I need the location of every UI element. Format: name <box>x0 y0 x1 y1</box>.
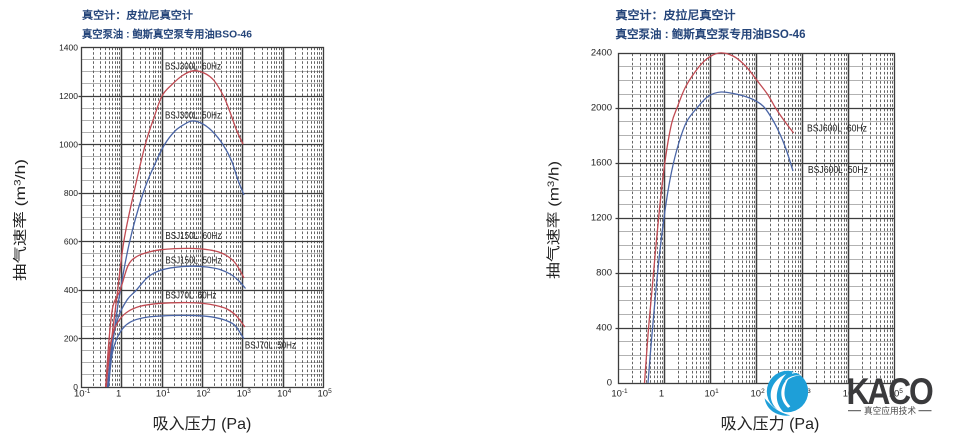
svg-text:1: 1 <box>116 389 121 400</box>
svg-text:102: 102 <box>750 388 765 400</box>
svg-text:103: 103 <box>237 388 252 400</box>
svg-text:400: 400 <box>64 285 78 295</box>
svg-text:吸入压力 (Pa): 吸入压力 (Pa) <box>721 415 820 433</box>
svg-text:1400: 1400 <box>59 43 78 53</box>
svg-text:BSJ150L 50Hz: BSJ150L 50Hz <box>165 256 221 267</box>
svg-text:104: 104 <box>843 388 858 400</box>
svg-text:101: 101 <box>704 388 719 400</box>
svg-text:102: 102 <box>196 388 211 400</box>
svg-text:真空泵油 : 鲍斯真空泵专用油BSO-46: 真空泵油 : 鲍斯真空泵专用油BSO-46 <box>82 27 252 40</box>
svg-text:吸入压力 (Pa): 吸入压力 (Pa) <box>153 415 252 433</box>
svg-text:KACO: KACO <box>847 372 933 413</box>
svg-text:BSJ150L 60Hz: BSJ150L 60Hz <box>165 231 221 242</box>
svg-text:真空计：皮拉尼真空计: 真空计：皮拉尼真空计 <box>82 8 194 21</box>
svg-text:800: 800 <box>64 188 78 198</box>
svg-text:真空泵油 : 鲍斯真空泵专用油BSO-46: 真空泵油 : 鲍斯真空泵专用油BSO-46 <box>616 27 806 41</box>
svg-text:1200: 1200 <box>59 91 78 101</box>
svg-text:BSJ300L 60Hz: BSJ300L 60Hz <box>165 62 221 73</box>
svg-text:1: 1 <box>659 389 664 400</box>
svg-text:200: 200 <box>64 334 78 344</box>
svg-text:1200: 1200 <box>591 212 612 223</box>
svg-text:104: 104 <box>277 388 292 400</box>
svg-text:抽气速率 (m3/h): 抽气速率 (m3/h) <box>546 161 562 279</box>
svg-text:105: 105 <box>889 388 904 400</box>
svg-text:BSJ600L 50Hz: BSJ600L 50Hz <box>808 165 868 176</box>
svg-text:BSJ70L 60Hz: BSJ70L 60Hz <box>165 291 216 302</box>
svg-text:真空计：皮拉尼真空计: 真空计：皮拉尼真空计 <box>616 8 737 22</box>
svg-text:2000: 2000 <box>591 102 612 113</box>
svg-text:真空应用技术: 真空应用技术 <box>864 405 916 416</box>
svg-text:105: 105 <box>317 388 332 400</box>
svg-text:BSJ300L 50Hz: BSJ300L 50Hz <box>165 111 221 122</box>
svg-text:2400: 2400 <box>591 47 612 58</box>
svg-text:抽气速率 (m3/h): 抽气速率 (m3/h) <box>12 159 28 281</box>
svg-text:BSJ600L 60Hz: BSJ600L 60Hz <box>807 124 867 135</box>
svg-text:BSJ70L 50Hz: BSJ70L 50Hz <box>245 341 296 352</box>
svg-text:10-1: 10-1 <box>74 388 91 400</box>
svg-text:1600: 1600 <box>591 157 612 168</box>
svg-text:600: 600 <box>64 237 78 247</box>
svg-text:1000: 1000 <box>59 140 78 150</box>
svg-text:0: 0 <box>607 377 612 388</box>
svg-text:400: 400 <box>596 322 612 333</box>
svg-text:101: 101 <box>156 388 171 400</box>
svg-text:10-1: 10-1 <box>611 388 628 400</box>
svg-text:0: 0 <box>73 382 78 392</box>
svg-text:800: 800 <box>596 267 612 278</box>
